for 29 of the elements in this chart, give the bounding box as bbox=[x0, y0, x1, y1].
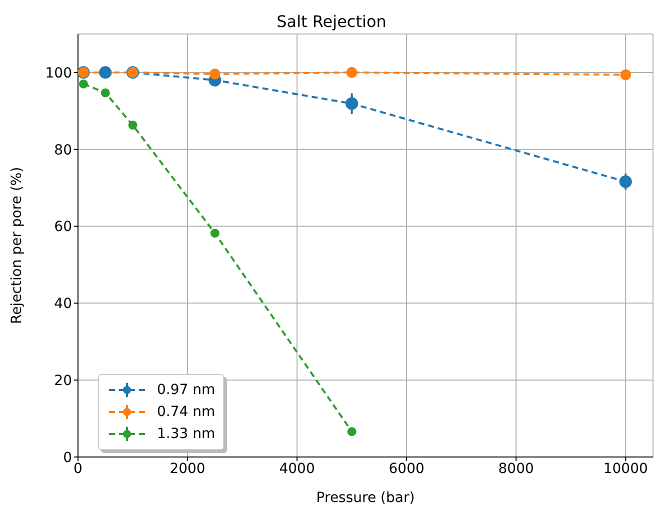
x-tick-label: 6000 bbox=[388, 460, 424, 477]
point bbox=[347, 427, 356, 436]
y-tick-label: 80 bbox=[54, 142, 72, 158]
y-tick-label: 0 bbox=[63, 450, 72, 466]
legend-label: 1.33 nm bbox=[157, 426, 216, 442]
y-tick-label: 40 bbox=[54, 296, 72, 312]
chart-title: Salt Rejection bbox=[276, 11, 388, 31]
point bbox=[210, 68, 220, 80]
point bbox=[210, 228, 220, 238]
legend-label: 0.74 nm bbox=[157, 404, 216, 420]
point bbox=[346, 67, 358, 78]
x-axis-title: Pressure (bar) bbox=[316, 490, 415, 506]
y-tick-label: 20 bbox=[54, 373, 72, 390]
point bbox=[346, 97, 358, 110]
point bbox=[100, 88, 110, 98]
point bbox=[128, 120, 138, 130]
x-tick-label: 4000 bbox=[279, 460, 315, 477]
x-tick-label: 10000 bbox=[603, 460, 648, 477]
point bbox=[99, 66, 112, 79]
x-tick-label: 8000 bbox=[498, 460, 534, 477]
point bbox=[78, 79, 88, 88]
x-tick-label: 2000 bbox=[170, 460, 206, 477]
y-axis-title: Rejection per pore (%) bbox=[8, 166, 25, 324]
y-tick-label: 100 bbox=[45, 65, 72, 82]
x-tick-label: 0 bbox=[74, 460, 82, 477]
point bbox=[620, 69, 632, 80]
legend-label: 0.97 nm bbox=[157, 382, 216, 398]
point bbox=[619, 175, 632, 188]
y-tick-label: 60 bbox=[54, 219, 72, 236]
